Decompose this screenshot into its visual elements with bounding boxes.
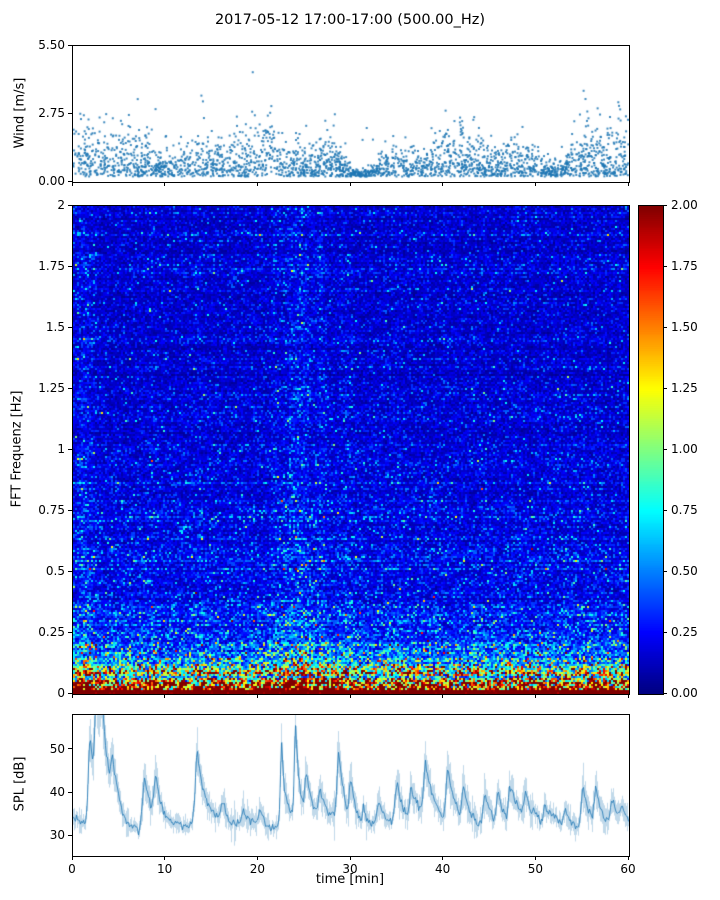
tick-mark <box>68 570 72 572</box>
tick-mark <box>256 856 258 860</box>
tick-mark <box>164 694 166 698</box>
tick-mark <box>349 694 351 698</box>
spectrogram-ytick-label: 1.5 <box>45 320 65 334</box>
wind-ytick-label: 5.50 <box>38 38 65 52</box>
tick-mark <box>68 791 72 793</box>
spectrogram-ytick-label: 2 <box>57 198 65 212</box>
spl-line-panel <box>72 714 630 857</box>
colorbar-tick-label: 0.00 <box>671 686 698 700</box>
tick-mark <box>68 748 72 750</box>
colorbar-canvas <box>639 206 663 694</box>
tick-mark <box>663 448 667 450</box>
colorbar-tick-label: 0.25 <box>671 625 698 639</box>
wind-ytick-label: 2.75 <box>38 106 65 120</box>
tick-mark <box>68 834 72 836</box>
tick-mark <box>71 182 73 186</box>
tick-mark <box>164 856 166 860</box>
tick-mark <box>442 182 444 186</box>
tick-mark <box>256 182 258 186</box>
colorbar-tick-label: 1.75 <box>671 259 698 273</box>
tick-mark <box>663 326 667 328</box>
x-axis-label: time [min] <box>315 872 385 887</box>
tick-mark <box>68 387 72 389</box>
tick-mark <box>68 326 72 328</box>
spectrogram-panel <box>72 205 630 695</box>
spectrogram-y-axis-label: FFT Frequenz [Hz] <box>9 390 25 508</box>
tick-mark <box>349 856 351 860</box>
tick-mark <box>663 631 667 633</box>
wind-ytick-label: 0.00 <box>38 174 65 188</box>
tick-mark <box>164 182 166 186</box>
tick-mark <box>71 694 73 698</box>
spectrogram-ytick-label: 0.25 <box>38 625 65 639</box>
tick-mark <box>68 448 72 450</box>
tick-mark <box>68 204 72 206</box>
wind-y-axis-label: Wind [m/s] <box>12 77 28 149</box>
colorbar-tick-label: 2.00 <box>671 198 698 212</box>
colorbar-tick-label: 0.50 <box>671 564 698 578</box>
tick-mark <box>349 182 351 186</box>
tick-mark <box>534 856 536 860</box>
colorbar-tick-label: 1.25 <box>671 381 698 395</box>
spl-line-canvas <box>73 715 629 856</box>
xtick-label: 50 <box>527 862 543 876</box>
colorbar-tick-label: 1.00 <box>671 442 698 456</box>
tick-mark <box>68 509 72 511</box>
xtick-label: 60 <box>620 862 636 876</box>
xtick-label: 40 <box>435 862 451 876</box>
tick-mark <box>71 856 73 860</box>
spectrogram-ytick-label: 1.75 <box>38 259 65 273</box>
tick-mark <box>663 570 667 572</box>
tick-mark <box>663 509 667 511</box>
spl-ytick-label: 30 <box>49 828 65 843</box>
tick-mark <box>68 265 72 267</box>
colorbar <box>638 205 664 695</box>
tick-mark <box>442 856 444 860</box>
colorbar-tick-label: 1.50 <box>671 320 698 334</box>
spectrogram-ytick-label: 1 <box>57 442 65 456</box>
spectrogram-canvas <box>73 206 629 694</box>
spl-ytick-label: 50 <box>49 741 65 756</box>
tick-mark <box>68 631 72 633</box>
tick-mark <box>534 182 536 186</box>
tick-mark <box>663 387 667 389</box>
spectrogram-ytick-label: 0 <box>57 686 65 700</box>
tick-mark <box>663 692 667 694</box>
tick-mark <box>534 694 536 698</box>
spectrogram-ytick-label: 1.25 <box>38 381 65 395</box>
xtick-label: 0 <box>68 862 76 876</box>
tick-mark <box>68 44 72 46</box>
wind-scatter-panel <box>72 45 630 183</box>
xtick-label: 20 <box>249 862 265 876</box>
figure-title: 2017-05-12 17:00-17:00 (500.00_Hz) <box>214 12 486 28</box>
colorbar-tick-label: 0.75 <box>671 503 698 517</box>
tick-mark <box>663 204 667 206</box>
tick-mark <box>627 694 629 698</box>
tick-mark <box>68 180 72 182</box>
tick-mark <box>627 182 629 186</box>
xtick-label: 10 <box>157 862 173 876</box>
tick-mark <box>68 692 72 694</box>
xtick-label: 30 <box>342 862 358 876</box>
tick-mark <box>442 694 444 698</box>
wind-scatter-canvas <box>73 46 629 182</box>
tick-mark <box>68 112 72 114</box>
spl-ytick-label: 40 <box>49 785 65 800</box>
tick-mark <box>663 265 667 267</box>
spectrogram-ytick-label: 0.5 <box>45 564 65 578</box>
spl-y-axis-label: SPL [dB] <box>12 756 28 812</box>
spectrogram-ytick-label: 0.75 <box>38 503 65 517</box>
tick-mark <box>256 694 258 698</box>
tick-mark <box>627 856 629 860</box>
